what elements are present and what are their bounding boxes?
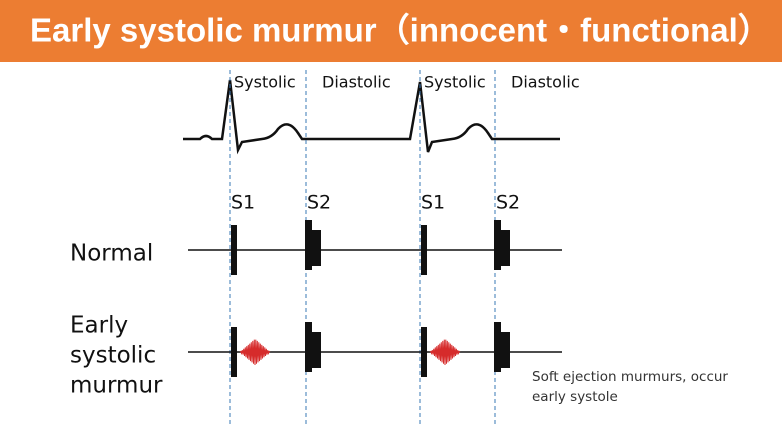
- phase-labels: Systolic Diastolic Systolic Diastolic: [234, 73, 580, 92]
- phase-label: Diastolic: [511, 73, 580, 92]
- rows: Normal Early systolic murmur: [70, 220, 562, 399]
- sound-label: S1: [421, 192, 445, 214]
- s2-bar: [501, 332, 510, 368]
- s1-bar: [421, 225, 427, 275]
- row-label: Normal: [70, 241, 153, 267]
- s2-bar: [305, 322, 312, 372]
- s1-bar: [421, 327, 427, 377]
- title: Early systolic murmur（innocent・functiona…: [30, 12, 771, 49]
- sound-labels: S1 S2 S1 S2: [231, 192, 520, 214]
- guides: [229, 70, 496, 425]
- sound-label: S2: [307, 192, 331, 214]
- s2-bar: [312, 230, 321, 266]
- sound-label: S2: [496, 192, 520, 214]
- row-label: systolic: [70, 343, 156, 369]
- s2-bar: [305, 220, 312, 270]
- header-bar: [0, 0, 782, 62]
- phase-label: Systolic: [424, 73, 486, 92]
- murmur: [429, 339, 461, 366]
- ecg-trace: [183, 79, 560, 155]
- row-label: murmur: [70, 373, 163, 399]
- row-label: Early: [70, 313, 128, 339]
- s2-bar: [312, 332, 321, 368]
- murmur: [239, 339, 271, 366]
- s1-bar: [231, 327, 237, 377]
- s2-bar: [501, 230, 510, 266]
- phase-label: Systolic: [234, 73, 296, 92]
- s1-bar: [231, 225, 237, 275]
- s2-bar: [494, 220, 501, 270]
- phase-label: Diastolic: [322, 73, 391, 92]
- sound-label: S1: [231, 192, 255, 214]
- s2-bar: [494, 322, 501, 372]
- note-line: Soft ejection murmurs, occur: [532, 369, 728, 385]
- note-line: early systole: [532, 389, 618, 405]
